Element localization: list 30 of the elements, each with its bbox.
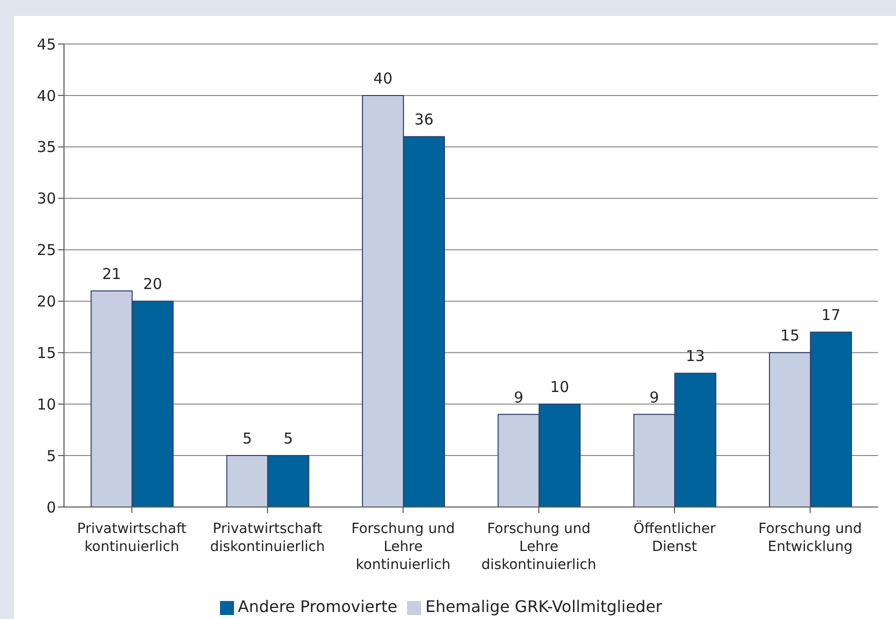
y-tick-label: 0 xyxy=(46,498,56,516)
data-label: 9 xyxy=(650,388,660,406)
data-label: 21 xyxy=(102,264,122,283)
x-tick-label: Forschung und Lehre diskontinuierlich xyxy=(481,521,596,573)
y-tick-label: 20 xyxy=(36,292,56,311)
legend-label: Andere Promovierte xyxy=(238,597,398,616)
data-label: 20 xyxy=(143,275,162,294)
data-label: 9 xyxy=(514,388,524,406)
y-tick-label: 15 xyxy=(36,344,56,362)
data-label: 5 xyxy=(242,430,252,448)
legend-label: Ehemalige GRK-Vollmitglieder xyxy=(425,597,662,616)
y-tick-label: 45 xyxy=(36,35,56,54)
x-tick-label: Privatwirtschaft kontinuierlich xyxy=(77,521,188,555)
x-tick-label: Forschung und Entwicklung xyxy=(758,521,862,555)
y-tick-label: 35 xyxy=(36,138,56,156)
y-tick-label: 25 xyxy=(36,241,56,260)
data-label: 10 xyxy=(550,378,570,396)
data-label: 40 xyxy=(373,69,393,88)
y-tick-label: 5 xyxy=(46,446,56,465)
y-tick-label: 10 xyxy=(36,395,56,414)
y-tick-label: 40 xyxy=(36,86,56,105)
x-tick-label: Forschung und Lehre kontinuierlich xyxy=(351,521,455,573)
y-tick-label: 30 xyxy=(36,190,56,208)
x-tick-label: Öffentlicher Dienst xyxy=(633,520,716,555)
data-label: 5 xyxy=(284,430,294,448)
data-label: 17 xyxy=(821,306,841,324)
data-label: 15 xyxy=(780,326,800,345)
data-label: 36 xyxy=(414,110,434,129)
x-tick-label: Privatwirtschaft diskontinuierlich xyxy=(210,521,325,555)
data-label: 13 xyxy=(686,347,705,366)
